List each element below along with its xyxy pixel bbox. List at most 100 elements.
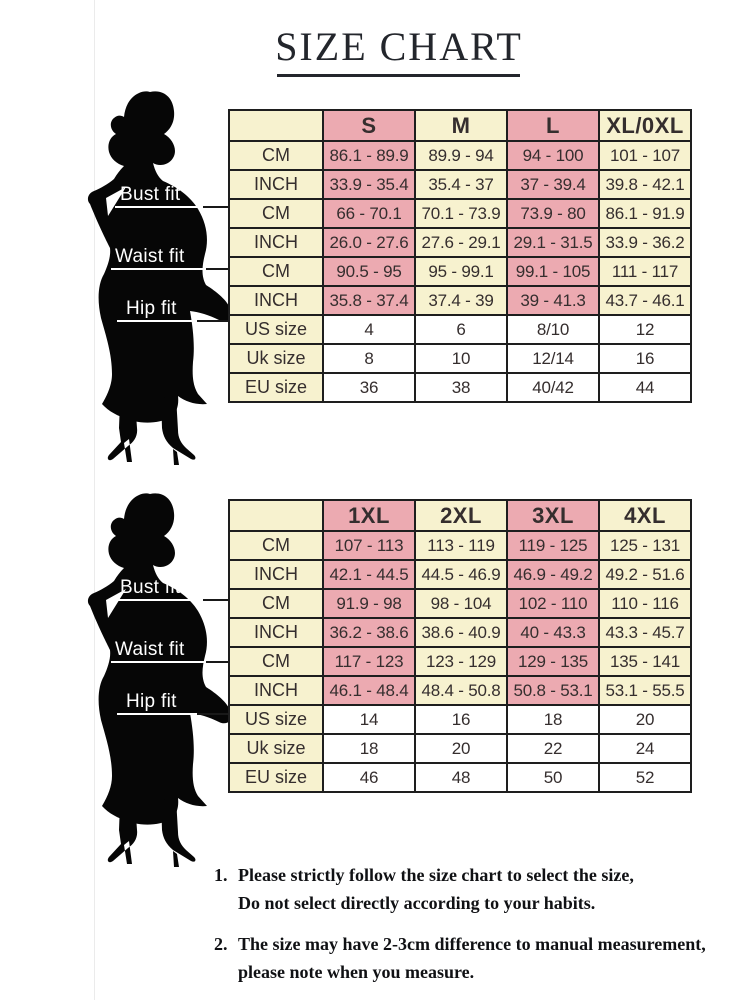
size-value-cell: 8/10 xyxy=(506,314,600,345)
size-value-cell: 16 xyxy=(414,704,508,735)
hip-fit-underline xyxy=(117,320,197,322)
row-label: INCH xyxy=(228,675,324,706)
table-row: CM 91.9 - 98 98 - 104 102 - 110 110 - 116 xyxy=(228,588,692,619)
bust-fit-underline xyxy=(115,599,203,601)
size-value-cell: 66 - 70.1 xyxy=(322,198,416,229)
size-value-cell: 42.1 - 44.5 xyxy=(322,559,416,590)
size-value-cell: 46 xyxy=(322,762,416,793)
waist-fit-pointer-line xyxy=(206,661,228,663)
table-row: CM 66 - 70.1 70.1 - 73.9 73.9 - 80 86.1 - 91… xyxy=(228,198,692,229)
row-label: INCH xyxy=(228,169,324,200)
row-label: EU size xyxy=(228,372,324,403)
table-row: INCH 35.8 - 37.4 37.4 - 39 39 - 41.3 43.7 - … xyxy=(228,285,692,316)
size-value-cell: 27.6 - 29.1 xyxy=(414,227,508,258)
row-label: INCH xyxy=(228,559,324,590)
size-value-cell: 48.4 - 50.8 xyxy=(414,675,508,706)
waist-fit-label: Waist fit xyxy=(115,246,185,267)
size-value-cell: 40/42 xyxy=(506,372,600,403)
size-value-cell: 20 xyxy=(598,704,692,735)
hip-fit-underline xyxy=(117,713,197,715)
row-label: US size xyxy=(228,704,324,735)
bust-fit-pointer-line xyxy=(203,206,228,208)
row-label: CM xyxy=(228,140,324,171)
bust-fit-label: Bust fit xyxy=(120,577,181,598)
table-row: CM 86.1 - 89.9 89.9 - 94 94 - 100 101 - 107 xyxy=(228,140,692,171)
size-value-cell: 94 - 100 xyxy=(506,140,600,171)
size-value-cell: 73.9 - 80 xyxy=(506,198,600,229)
size-column-header: M xyxy=(414,109,508,142)
size-value-cell: 12 xyxy=(598,314,692,345)
waist-fit-underline xyxy=(111,661,206,663)
size-value-cell: 43.7 - 46.1 xyxy=(598,285,692,316)
table-row: INCH 46.1 - 48.4 48.4 - 50.8 50.8 - 53.1 53.… xyxy=(228,675,692,706)
size-value-cell: 29.1 - 31.5 xyxy=(506,227,600,258)
row-label: CM xyxy=(228,646,324,677)
size-value-cell: 86.1 - 89.9 xyxy=(322,140,416,171)
row-label: INCH xyxy=(228,285,324,316)
size-value-cell: 129 - 135 xyxy=(506,646,600,677)
size-value-cell: 40 - 43.3 xyxy=(506,617,600,648)
size-value-cell: 6 xyxy=(414,314,508,345)
table-row: CM 107 - 113 113 - 119 119 - 125 125 - 131 xyxy=(228,530,692,561)
table-row: Uk size 8 10 12/14 16 xyxy=(228,343,692,374)
size-column-header: 2XL xyxy=(414,499,508,532)
size-value-cell: 117 - 123 xyxy=(322,646,416,677)
note-text: Please strictly follow the size chart to… xyxy=(238,865,634,913)
size-value-cell: 33.9 - 36.2 xyxy=(598,227,692,258)
row-label: CM xyxy=(228,256,324,287)
size-value-cell: 52 xyxy=(598,762,692,793)
size-value-cell: 44.5 - 46.9 xyxy=(414,559,508,590)
size-value-cell: 46.1 - 48.4 xyxy=(322,675,416,706)
size-value-cell: 99.1 - 105 xyxy=(506,256,600,287)
header-row: S M L XL/0XL xyxy=(228,109,692,142)
table-row: Uk size 18 20 22 24 xyxy=(228,733,692,764)
size-value-cell: 89.9 - 94 xyxy=(414,140,508,171)
size-value-cell: 111 - 117 xyxy=(598,256,692,287)
size-value-cell: 123 - 129 xyxy=(414,646,508,677)
waist-fit-label: Waist fit xyxy=(115,639,185,660)
hip-fit-label: Hip fit xyxy=(126,691,177,712)
size-column-header: 3XL xyxy=(506,499,600,532)
corner-cell xyxy=(228,499,324,532)
size-value-cell: 44 xyxy=(598,372,692,403)
row-label: Uk size xyxy=(228,733,324,764)
size-value-cell: 24 xyxy=(598,733,692,764)
size-value-cell: 102 - 110 xyxy=(506,588,600,619)
size-value-cell: 113 - 119 xyxy=(414,530,508,561)
table-row: EU size 36 38 40/42 44 xyxy=(228,372,692,403)
size-value-cell: 36 xyxy=(322,372,416,403)
woman-silhouette xyxy=(87,91,232,466)
size-value-cell: 125 - 131 xyxy=(598,530,692,561)
hip-fit-pointer-line xyxy=(197,320,228,322)
table-row: CM 90.5 - 95 95 - 99.1 99.1 - 105 111 - 117 xyxy=(228,256,692,287)
size-value-cell: 46.9 - 49.2 xyxy=(506,559,600,590)
size-value-cell: 110 - 116 xyxy=(598,588,692,619)
size-value-cell: 10 xyxy=(414,343,508,374)
bust-fit-label: Bust fit xyxy=(120,184,181,205)
size-value-cell: 37.4 - 39 xyxy=(414,285,508,316)
size-value-cell: 50 xyxy=(506,762,600,793)
size-value-cell: 35.4 - 37 xyxy=(414,169,508,200)
bust-fit-pointer-line xyxy=(203,599,228,601)
size-value-cell: 35.8 - 37.4 xyxy=(322,285,416,316)
size-column-header: L xyxy=(506,109,600,142)
table-row: INCH 33.9 - 35.4 35.4 - 37 37 - 39.4 39.8 - … xyxy=(228,169,692,200)
size-value-cell: 36.2 - 38.6 xyxy=(322,617,416,648)
size-value-cell: 33.9 - 35.4 xyxy=(322,169,416,200)
table-row: INCH 26.0 - 27.6 27.6 - 29.1 29.1 - 31.5 33.… xyxy=(228,227,692,258)
size-column-header: S xyxy=(322,109,416,142)
size-value-cell: 37 - 39.4 xyxy=(506,169,600,200)
page-title: SIZE CHART xyxy=(275,24,523,69)
row-label: US size xyxy=(228,314,324,345)
size-value-cell: 107 - 113 xyxy=(322,530,416,561)
title-underline xyxy=(277,74,520,77)
notes-section: 1. Please strictly follow the size chart… xyxy=(214,861,706,986)
bust-fit-underline xyxy=(115,206,203,208)
row-label: CM xyxy=(228,588,324,619)
size-value-cell: 86.1 - 91.9 xyxy=(598,198,692,229)
size-value-cell: 38.6 - 40.9 xyxy=(414,617,508,648)
table-row: CM 117 - 123 123 - 129 129 - 135 135 - 141 xyxy=(228,646,692,677)
corner-cell xyxy=(228,109,324,142)
size-column-header: 1XL xyxy=(322,499,416,532)
